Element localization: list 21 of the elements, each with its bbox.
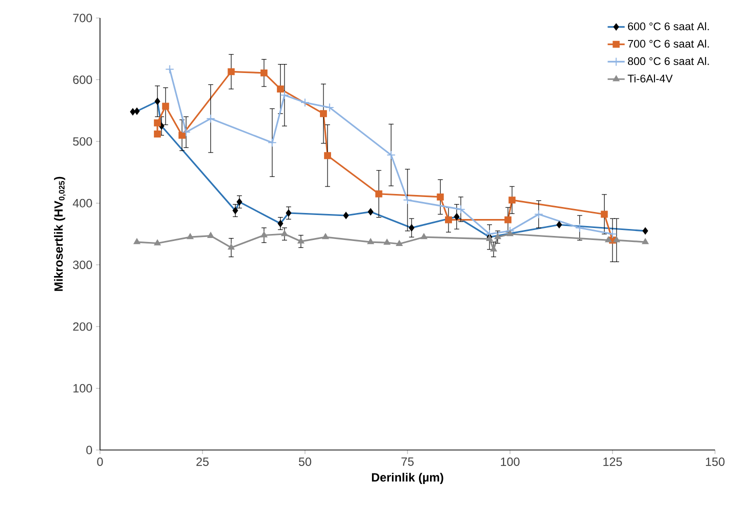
y-tick-label: 500	[73, 137, 92, 146]
y-tick-label: 100	[73, 384, 92, 393]
x-tick-label: 25	[196, 458, 209, 466]
legend-label: 700 °C 6 saat Al.	[628, 40, 709, 48]
x-tick-label: 150	[706, 458, 725, 466]
y-tick-label: 200	[73, 322, 92, 331]
x-axis-title: Derinlik (µm)	[372, 472, 444, 484]
x-tick-label: 100	[500, 458, 520, 466]
x-tick-label: 75	[401, 458, 414, 466]
x-tick-label: 50	[298, 458, 312, 466]
x-tick-label: 0	[97, 458, 103, 466]
y-tick-label: 700	[73, 14, 92, 22]
y-tick-label: 300	[73, 260, 92, 270]
y-axis-title: Mikrosertlik (HV$_{0,025}$)	[54, 176, 66, 291]
y-tick-label: 400	[72, 198, 92, 208]
y-tick-label: 600	[73, 75, 92, 84]
legend-label: Ti-6Al-4V	[628, 74, 673, 82]
legend-label: 800 °C 6 saat Al.	[628, 57, 709, 66]
y-tick-label: 0	[86, 446, 92, 454]
legend-label: 600 °C 6 saat Al.	[628, 22, 709, 30]
x-tick-label: 125	[603, 458, 622, 466]
